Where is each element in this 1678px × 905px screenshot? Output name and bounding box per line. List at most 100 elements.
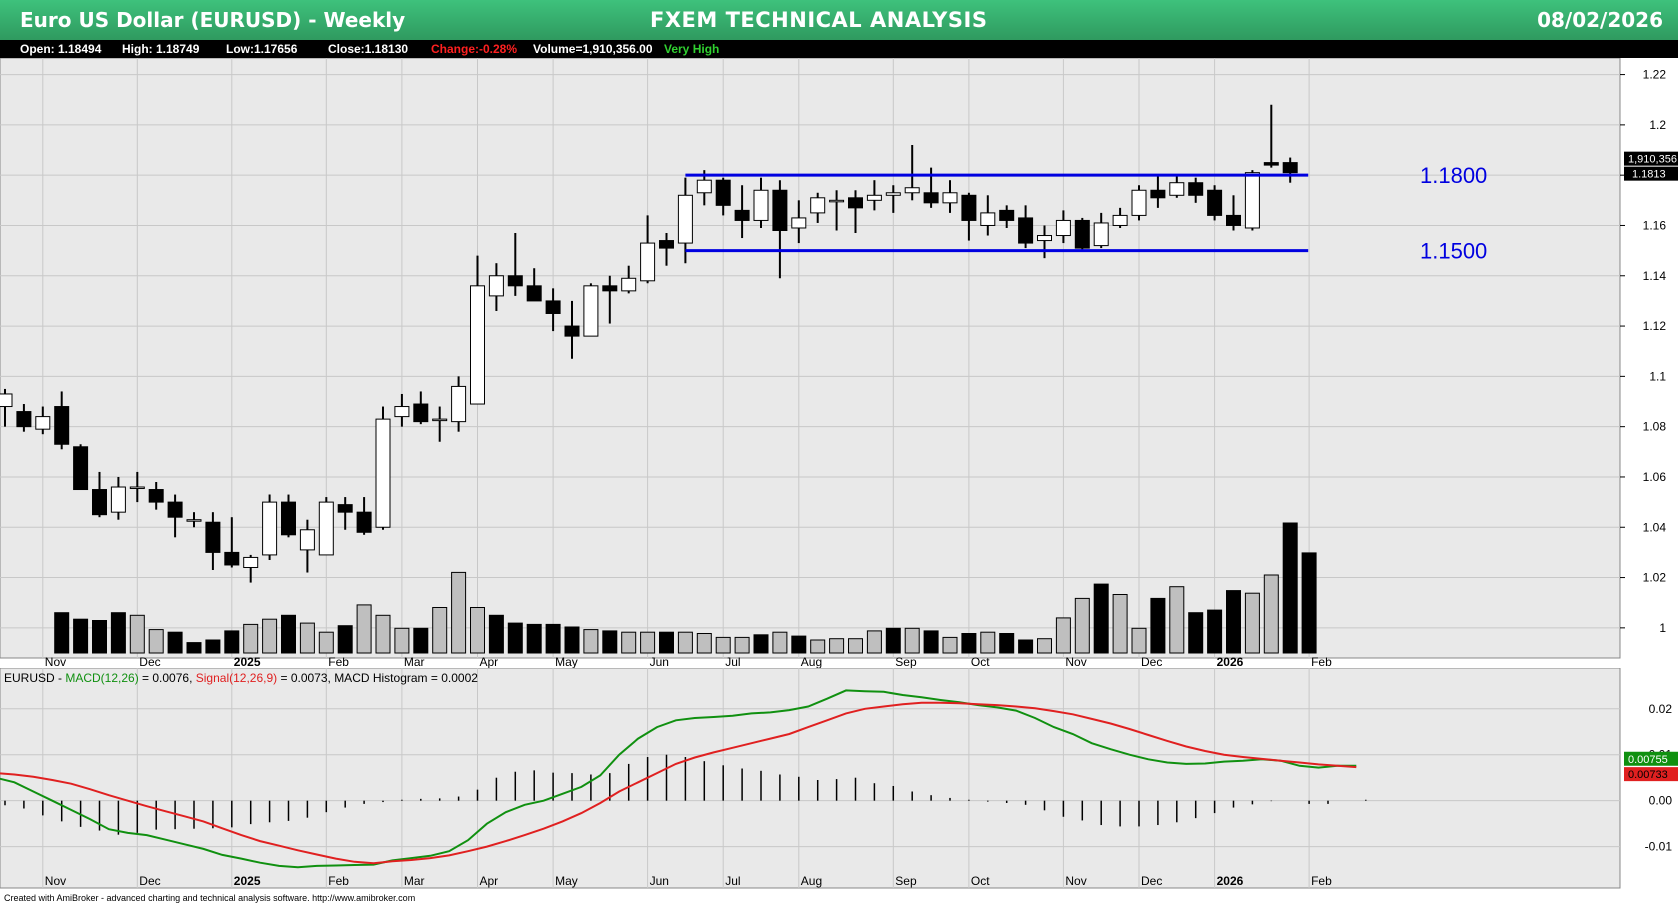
price-ytick-label: 1.06 [1643,470,1667,484]
candle-body [470,285,485,405]
last-volume-tag-text: 1,910,356 [1628,154,1677,166]
candle-body [54,406,70,445]
footer-credit: Created with AmiBroker - advanced charti… [4,893,416,903]
volume-bar [73,618,89,654]
macd-xtick-label: Sep [895,874,917,888]
volume-bar [602,630,618,654]
volume-bar [1207,609,1223,654]
macd-xtick-label: Nov [45,874,66,888]
volume-bar [659,631,674,654]
volume-bar [904,627,920,654]
volume-bar [583,629,599,654]
candle-body [73,446,89,491]
volume-bar [299,622,315,654]
candle-body [110,486,126,513]
signal-value-tag-text: 0.00733 [1628,769,1668,781]
candle-body [318,501,334,556]
volume-bar [507,622,523,654]
candle-body [904,187,920,194]
candle-body [1112,214,1128,226]
volume-bar [772,631,788,654]
price-xtick-label: Feb [1311,655,1332,668]
volume-bar [999,633,1015,654]
candle-body [753,189,769,221]
volume-bar [1263,574,1279,654]
macd-plot-area [0,668,1621,889]
signal-value-tag [1624,767,1678,782]
open-value: Open: 1.18494 [20,42,102,56]
volume-bar [791,635,807,654]
candle-body [394,406,410,418]
volume-bar [224,630,240,654]
candle-body [432,418,448,422]
volume-bar [829,638,845,654]
candle-body [507,275,523,287]
candle-body [526,285,542,302]
volume-bar [432,607,448,654]
candle-body [791,217,807,229]
macd-xtick-label: 2025 [234,874,261,888]
last-price-tag [1624,166,1678,181]
candle-body [16,411,32,428]
volume-bar [1055,617,1071,654]
candle-body [1226,214,1241,226]
macd-legend-part: Signal(12,26,9) [196,671,277,685]
macd-xtick-label: Dec [1141,874,1162,888]
volume-bar [1282,522,1298,654]
high-value: High: 1.18749 [122,42,200,56]
candle-body [129,486,145,490]
price-ytick-label: 1.2 [1649,118,1666,132]
volume-bar [640,631,656,654]
candle-body [677,194,693,244]
volume-bar [1018,639,1034,654]
volume-bar [810,639,826,654]
candle-body [1018,217,1034,244]
chart-title: Euro US Dollar (EURUSD) - Weekly [20,8,406,32]
candle-body [1037,235,1052,242]
price-ytick-label: 1.16 [1643,218,1667,232]
price-xtick-label: 2026 [1217,655,1244,668]
price-ytick-label: 1.14 [1643,269,1667,283]
price-xtick-label: Sep [895,655,917,668]
volume-bar [961,633,977,654]
sr-label: 1.1500 [1420,239,1487,264]
price-chart[interactable]: 11.021.041.061.081.11.121.141.161.181.21… [0,58,1678,668]
volume-bar [356,604,372,654]
candle-body [1282,162,1298,174]
price-xtick-label: May [555,655,578,668]
macd-ytick-label: -0.01 [1645,840,1673,854]
sr-label: 1.1800 [1420,163,1487,188]
candle-body [167,501,183,518]
volume-bar [696,633,712,654]
price-xtick-label: Feb [328,655,349,668]
macd-legend-part: MACD Histogram = 0.0002 [334,671,478,685]
volume-bar [243,623,259,654]
price-plot-area [0,58,1621,659]
volume-bar [980,631,996,654]
candle-body [980,212,996,226]
candle-body [1169,182,1185,196]
volume-bar [1112,594,1128,654]
close-value: Close:1.18130 [328,42,409,56]
candle-body [829,199,845,203]
price-xtick-label: Dec [139,655,160,668]
volume-bar [470,607,485,654]
candle-body [281,501,296,536]
volume-bar [1226,590,1241,654]
volume-bar [186,642,202,654]
candle-body [810,197,826,214]
candle-body [734,209,750,221]
candle-body [866,194,882,201]
volume-bar [1074,597,1090,654]
candle-body [1150,189,1166,199]
volume-bar [677,631,693,654]
candle-body [224,551,240,566]
last-volume-tag [1624,151,1678,166]
candle-body [488,275,504,297]
price-xtick-label: Nov [45,655,66,668]
macd-value-tag-text: 0.00755 [1628,754,1668,766]
price-ytick-label: 1.22 [1643,68,1667,82]
volume-bar [753,634,769,654]
volume-bar [110,612,126,654]
